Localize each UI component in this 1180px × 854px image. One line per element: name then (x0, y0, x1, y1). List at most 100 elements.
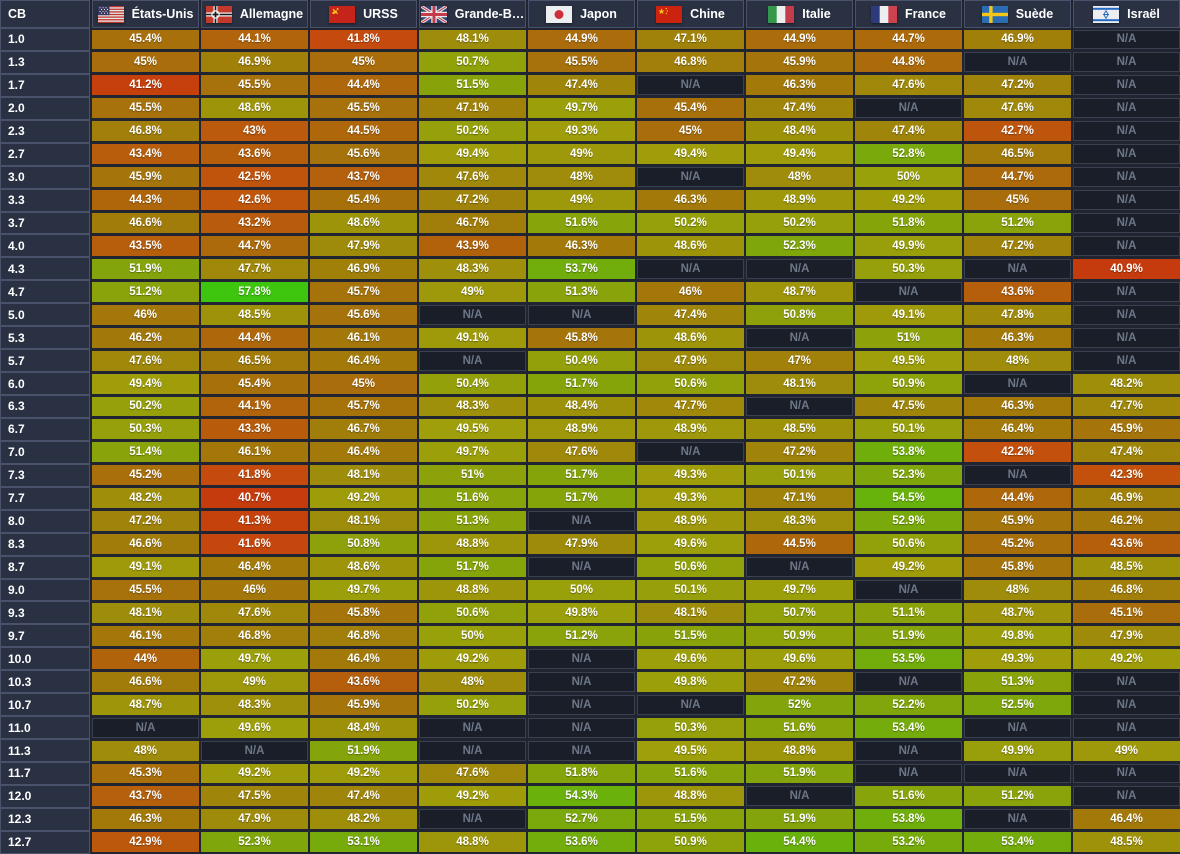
column-header-jp[interactable]: Japon (528, 0, 635, 28)
value-cell: 48.7% (92, 694, 199, 715)
value-cell: 49.7% (201, 648, 308, 669)
column-header-de[interactable]: Allemagne (201, 0, 308, 28)
table-row-cb-7.7: 7.7 48.2% 40.7% 49.2% 51.6% 51.7% 49.3% 47.1% 54… (0, 486, 1180, 510)
corner-header-cb[interactable]: CB (0, 0, 90, 28)
value-cell: 46.8% (201, 625, 308, 646)
de-flag-icon (205, 5, 232, 23)
row-label-cb: 3.0 (0, 165, 90, 189)
column-header-fr[interactable]: France (855, 0, 962, 28)
value-cell: 51.9% (92, 258, 199, 279)
value-cell: 44.4% (201, 327, 308, 348)
value-cell: 41.6% (201, 534, 308, 555)
value-cell: 51.8% (855, 213, 962, 233)
row-label-cb: 8.7 (0, 555, 90, 579)
na-cell: N/A (419, 809, 526, 830)
value-cell: 51.7% (528, 373, 635, 394)
na-cell: N/A (855, 98, 962, 119)
table-row-cb-6.3: 6.3 50.2% 44.1% 45.7% 48.3% 48.4% 47.7% N/A 47.5… (0, 395, 1180, 418)
table-row-cb-12.3: 12.3 46.3% 47.9% 48.2% N/A 52.7% 51.5% 51.9% 53.… (0, 807, 1180, 831)
table-row-cb-1.0: 1.0 45.4% 44.1% 41.8% 48.1% 44.9% 47.1% 44.9% 44… (0, 28, 1180, 51)
value-cell: 49.1% (419, 327, 526, 348)
column-label: Japon (580, 7, 617, 21)
value-cell: 49.4% (419, 144, 526, 165)
value-cell: 47.6% (419, 167, 526, 188)
value-cell: 49.1% (855, 304, 962, 325)
value-cell: 52.8% (855, 144, 962, 165)
value-cell: 42.6% (201, 190, 308, 210)
value-cell: 49.5% (419, 419, 526, 440)
value-cell: 52.2% (855, 694, 962, 715)
value-cell: 49.2% (419, 786, 526, 807)
value-cell: 49.6% (201, 717, 308, 738)
value-cell: 44.7% (855, 29, 962, 50)
column-header-gb[interactable]: Grande-B… (419, 0, 526, 28)
value-cell: 46.4% (310, 350, 417, 371)
value-cell: 53.5% (855, 648, 962, 669)
na-cell: N/A (419, 304, 526, 325)
value-cell: 49.3% (964, 648, 1071, 669)
value-cell: 48.4% (310, 717, 417, 738)
value-cell: 46.3% (92, 809, 199, 830)
value-cell: 46.3% (637, 190, 744, 210)
row-label-cb: 3.7 (0, 211, 90, 235)
cn-flag-icon (656, 5, 683, 23)
na-cell: N/A (746, 327, 853, 348)
value-cell: 45.9% (964, 511, 1071, 532)
value-cell: 48.1% (746, 373, 853, 394)
na-cell: N/A (637, 694, 744, 715)
value-cell: 47.4% (637, 304, 744, 325)
value-cell: 57.8% (201, 281, 308, 302)
row-label-cb: 11.0 (0, 716, 90, 740)
value-cell: 43% (201, 121, 308, 142)
value-cell: 51% (855, 327, 962, 348)
value-cell: 48.4% (746, 121, 853, 142)
value-cell: 49.5% (855, 350, 962, 371)
value-cell: 51.9% (746, 763, 853, 784)
na-cell: N/A (528, 557, 635, 577)
value-cell: 46.8% (637, 52, 744, 73)
na-cell: N/A (637, 258, 744, 279)
value-cell: 49.4% (637, 144, 744, 165)
value-cell: 52% (746, 694, 853, 715)
column-header-us[interactable]: États-Unis (92, 0, 199, 28)
value-cell: 47.6% (92, 350, 199, 371)
value-cell: 51.6% (746, 717, 853, 738)
value-cell: 49.8% (964, 625, 1071, 646)
value-cell: 46.5% (964, 144, 1071, 165)
column-label: Suède (1015, 7, 1054, 21)
column-header-il[interactable]: Israël (1073, 0, 1180, 28)
column-header-cn[interactable]: Chine (637, 0, 744, 28)
value-cell: 46.3% (746, 75, 853, 96)
value-cell: 45.2% (964, 534, 1071, 555)
value-cell: 47.4% (310, 786, 417, 807)
value-cell: 47.2% (746, 442, 853, 463)
value-cell: 48.8% (746, 740, 853, 761)
table-row-cb-3.3: 3.3 44.3% 42.6% 45.4% 47.2% 49% 46.3% 48.9% 49.2… (0, 188, 1180, 212)
value-cell: 45.2% (92, 465, 199, 486)
gb-flag-icon (420, 5, 447, 23)
column-header-se[interactable]: Suède (964, 0, 1071, 28)
na-cell: N/A (964, 717, 1071, 738)
na-cell: N/A (1073, 786, 1180, 807)
value-cell: 51.7% (528, 488, 635, 509)
value-cell: 49.4% (92, 373, 199, 394)
value-cell: 42.3% (1073, 465, 1180, 486)
value-cell: 48.1% (310, 465, 417, 486)
value-cell: 43.6% (964, 281, 1071, 302)
value-cell: 51.2% (964, 213, 1071, 233)
na-cell: N/A (1073, 213, 1180, 233)
value-cell: 54.4% (746, 832, 853, 853)
value-cell: 46.3% (528, 235, 635, 256)
value-cell: 45.4% (201, 373, 308, 394)
column-header-it[interactable]: Italie (746, 0, 853, 28)
value-cell: 50.2% (419, 694, 526, 715)
value-cell: 48.9% (528, 419, 635, 440)
value-cell: 46.6% (92, 534, 199, 555)
value-cell: 46.4% (1073, 809, 1180, 830)
table-row-cb-9.7: 9.7 46.1% 46.8% 46.8% 50% 51.2% 51.5% 50.9% 51.9… (0, 624, 1180, 648)
column-header-su[interactable]: URSS (310, 0, 417, 28)
value-cell: 49.7% (310, 580, 417, 600)
value-cell: 44.4% (310, 75, 417, 96)
value-cell: 46.1% (201, 442, 308, 463)
table-row-cb-3.0: 3.0 45.9% 42.5% 43.7% 47.6% 48% N/A 48% 50% 44.7%… (0, 165, 1180, 189)
